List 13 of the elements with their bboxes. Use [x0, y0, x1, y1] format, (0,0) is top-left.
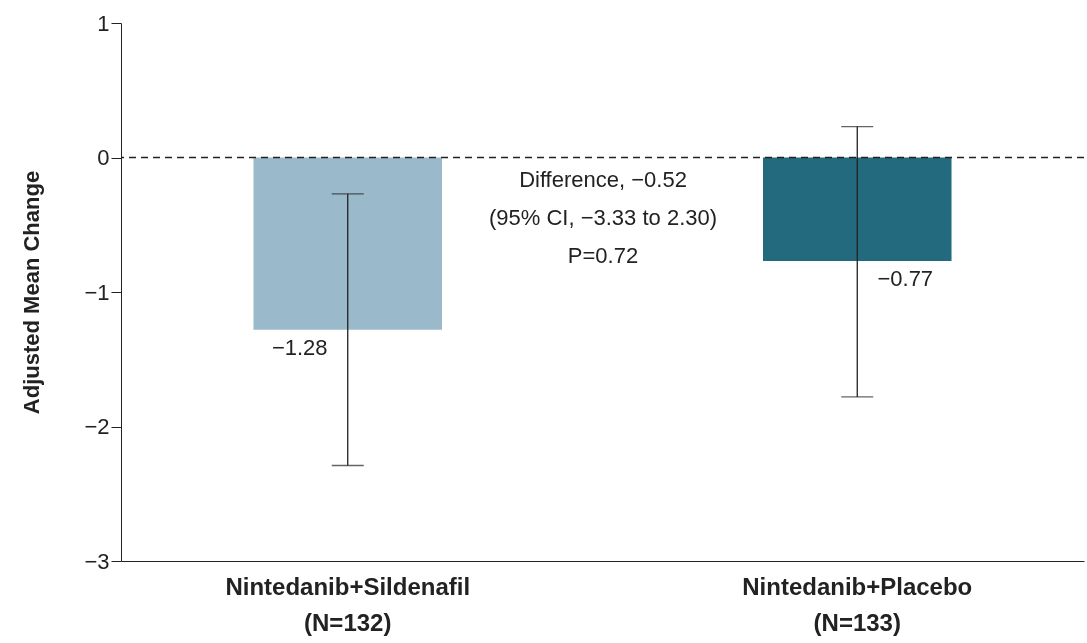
y-tick-label: 0	[97, 145, 110, 170]
data-label: −0.77	[877, 266, 934, 292]
annotation: (95% CI, −3.33 to 2.30)	[488, 205, 718, 230]
annotation: P=0.72	[567, 243, 639, 268]
x-tick-label: Nintedanib+Placebo (N=133)	[742, 572, 973, 636]
data-label: −1.28	[271, 334, 328, 360]
annotation: Difference, −0.52	[519, 167, 687, 192]
y-tick-label: 1	[97, 10, 110, 36]
x-tick-label: Nintedanib+Sildenafil (N=132)	[225, 572, 471, 636]
y-tick-label: −1	[84, 279, 110, 305]
y-tick-label: −3	[84, 548, 110, 574]
y-tick-label: −2	[84, 414, 110, 439]
y-axis-title: Adjusted Mean Change	[19, 170, 45, 415]
